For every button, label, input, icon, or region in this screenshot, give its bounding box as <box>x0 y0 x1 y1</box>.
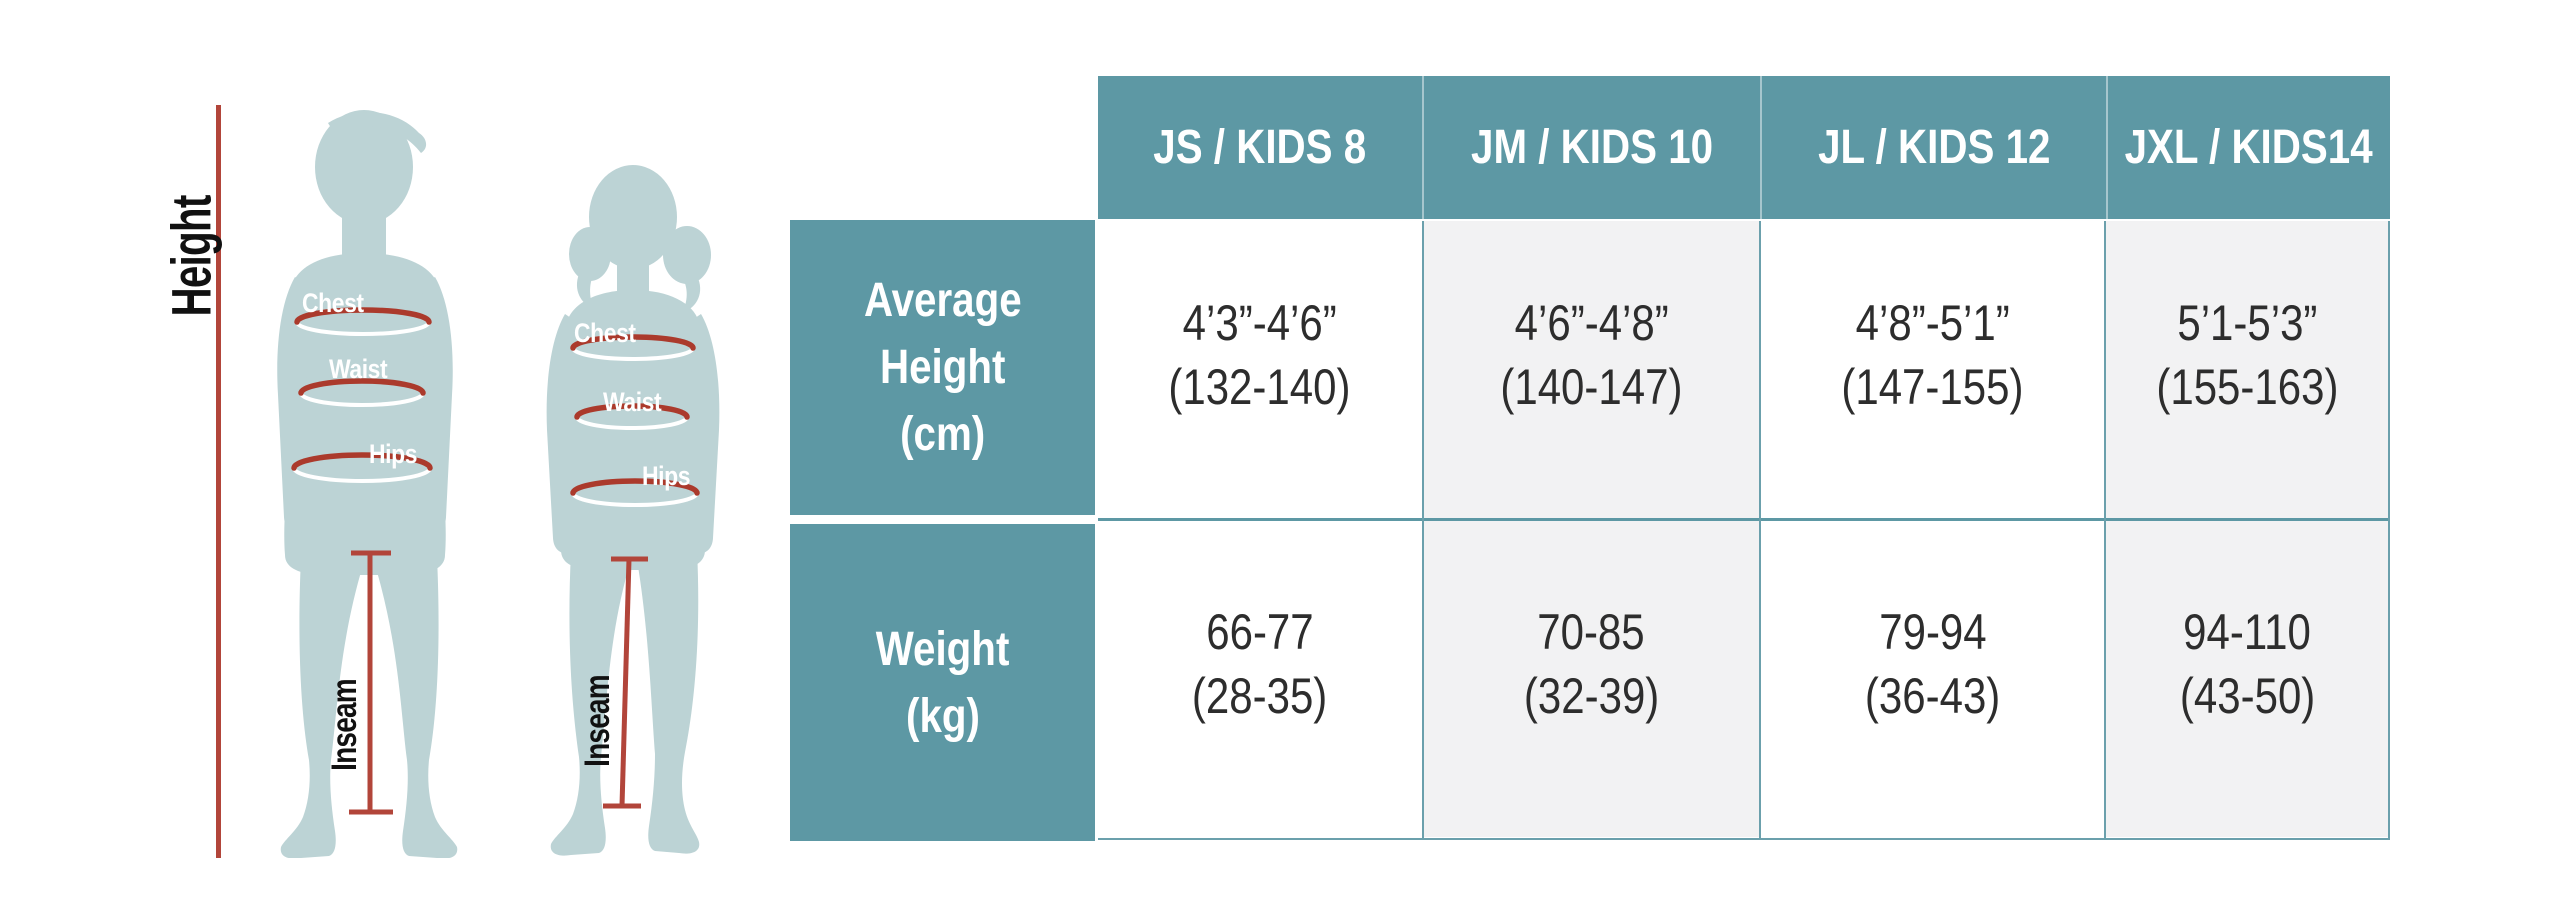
cell-height-js: 4’3”-4’6” (132-140) <box>1098 221 1422 521</box>
header-js-kids-8: JS / KIDS 8 <box>1153 121 1367 174</box>
size-table-header: JS / KIDS 8 JM / KIDS 10 JL / KIDS 12 JX… <box>1098 76 2390 219</box>
cell-weight-js: 66-77 (28-35) <box>1098 521 1422 837</box>
height-label: Height <box>159 195 223 317</box>
size-table-body: 4’3”-4’6” (132-140) 66-77 (28-35) 4’6”-4… <box>1098 221 2390 840</box>
header-jl-kids-12: JL / KIDS 12 <box>1760 76 2106 219</box>
girl-chest-label: Chest <box>574 318 636 348</box>
cell-weight-jl: 79-94 (36-43) <box>1760 521 2105 837</box>
girl-inseam-label: Inseam <box>578 675 617 767</box>
girl-hips-label: Hips <box>642 461 691 491</box>
cell-height-jxl: 5’1-5’3” (155-163) <box>2106 221 2389 521</box>
cell-weight-jxl: 94-110 (43-50) <box>2106 521 2389 837</box>
header-jxl-kids-14: JXL / KIDS14 <box>2106 76 2390 219</box>
column-js-kids-8: 4’3”-4’6” (132-140) 66-77 (28-35) <box>1098 221 1422 838</box>
boy-hips-label: Hips <box>369 439 418 469</box>
cell-height-jl: 4’8”-5’1” (147-155) <box>1760 221 2105 521</box>
column-jm-kids-10: 4’6”-4’8” (140-147) 70-85 (32-39) <box>1421 221 1759 838</box>
height-measure-line <box>216 105 221 858</box>
boy-chest-label: Chest <box>302 288 364 318</box>
header-jm-kids-10: JM / KIDS 10 <box>1422 76 1760 219</box>
row-label-weight: Weight (kg) <box>790 524 1095 841</box>
column-jl-kids-12: 4’8”-5’1” (147-155) 79-94 (36-43) <box>1758 221 2105 838</box>
row-label-average-height: Average Height (cm) <box>790 220 1095 515</box>
cell-weight-jm: 70-85 (32-39) <box>1423 521 1759 837</box>
cell-height-jm: 4’6”-4’8” (140-147) <box>1423 221 1759 521</box>
boy-inseam-label: Inseam <box>325 679 364 771</box>
boy-silhouette <box>277 110 458 858</box>
girl-waist-label: Waist <box>603 387 662 417</box>
column-jxl-kids-14: 5’1-5’3” (155-163) 94-110 (43-50) <box>2104 221 2389 838</box>
boy-waist-label: Waist <box>329 354 388 384</box>
